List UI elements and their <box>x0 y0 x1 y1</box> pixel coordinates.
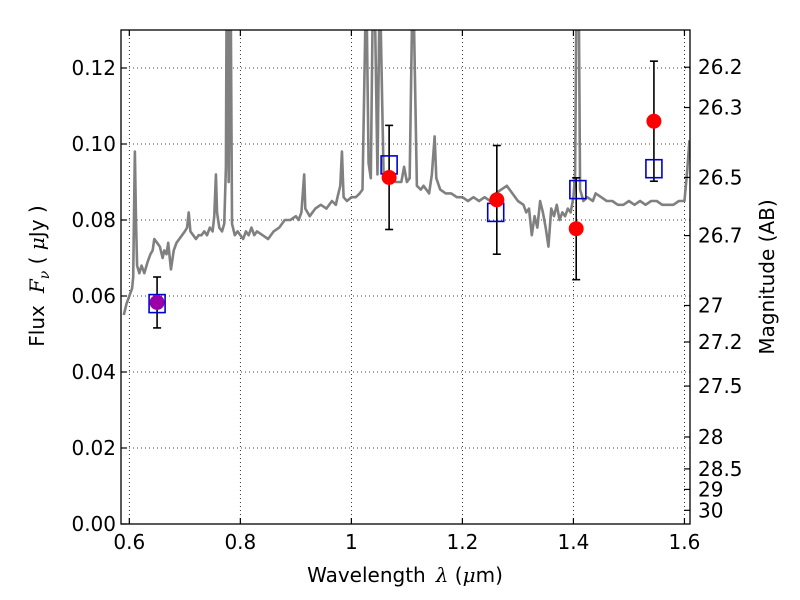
y-tick-label: 0.02 <box>71 436 116 460</box>
mag-tick-label: 27.5 <box>698 374 743 398</box>
mag-tick-label: 26.5 <box>698 165 743 189</box>
x-tick-label: 1.4 <box>558 530 590 554</box>
mag-tick-label: 27.2 <box>698 330 743 354</box>
x-tick-label: 0.6 <box>113 530 145 554</box>
observed-circle-marker <box>646 113 662 129</box>
x-tick-label: 1 <box>345 530 358 554</box>
y-tick-label: 0.08 <box>71 208 116 232</box>
mag-tick-label: 28.5 <box>698 457 743 481</box>
spectrum-layer <box>122 30 690 316</box>
x-axis-label: Wavelength λ (μm) <box>307 563 503 587</box>
axis-ticks: 0.6 0.8 1 1.2 1.4 1.6 0.00 0.02 0.04 0.06 0.08 0.10… <box>71 30 743 554</box>
mag-tick-label: 27 <box>698 294 723 318</box>
data-markers <box>148 113 663 314</box>
mag-tick-label: 26.3 <box>698 96 743 120</box>
grid-lines <box>121 30 690 525</box>
x-axis-label-lambda: λ <box>435 563 449 587</box>
x-tick-label: 1.2 <box>446 530 478 554</box>
x-tick-label: 0.8 <box>224 530 256 554</box>
observed-circle-marker <box>149 294 165 310</box>
x-axis-label-unit-open: ( <box>448 563 462 587</box>
y-axis-label-F: F <box>25 278 49 294</box>
y-tick-label: 0.12 <box>71 56 116 80</box>
mag-tick-label: 26.7 <box>698 224 743 248</box>
y-tick-label: 0.06 <box>71 284 116 308</box>
plot-frame <box>120 29 691 525</box>
y-axis-label: Flux Fν ( μJy ) <box>25 205 53 346</box>
y-axis-label-unit-close: Jy ) <box>25 205 49 239</box>
x-axis-label-text: Wavelength <box>307 563 426 587</box>
observed-circle-marker <box>489 192 505 208</box>
y-tick-label: 0.00 <box>71 512 116 536</box>
mag-tick-label: 26.2 <box>698 55 743 79</box>
mag-tick-label: 30 <box>698 498 723 522</box>
spectrum-line <box>122 30 690 316</box>
x-axis-label-unit-mu: μ <box>463 563 476 587</box>
observed-circle-marker <box>568 221 584 237</box>
y-axis-label-nu: ν <box>37 270 53 279</box>
y-axis-label-unit-mu: μ <box>25 237 49 250</box>
mag-tick-label: 29 <box>698 477 723 501</box>
model-square-marker <box>148 293 166 314</box>
model-square-marker <box>569 179 587 200</box>
x-tick-label: 1.6 <box>669 530 701 554</box>
y-axis-label-text: Flux <box>25 305 49 347</box>
y2-axis-label: Magnitude (AB) <box>755 199 779 354</box>
mag-tick-label: 28 <box>698 425 723 449</box>
y-tick-label: 0.10 <box>71 132 116 156</box>
observed-circle-marker <box>381 169 397 185</box>
model-square-marker <box>645 158 663 179</box>
y-tick-label: 0.04 <box>71 360 116 384</box>
x-axis-label-unit-close: m) <box>476 563 503 587</box>
y-axis-label-unit-open: ( <box>25 250 49 271</box>
